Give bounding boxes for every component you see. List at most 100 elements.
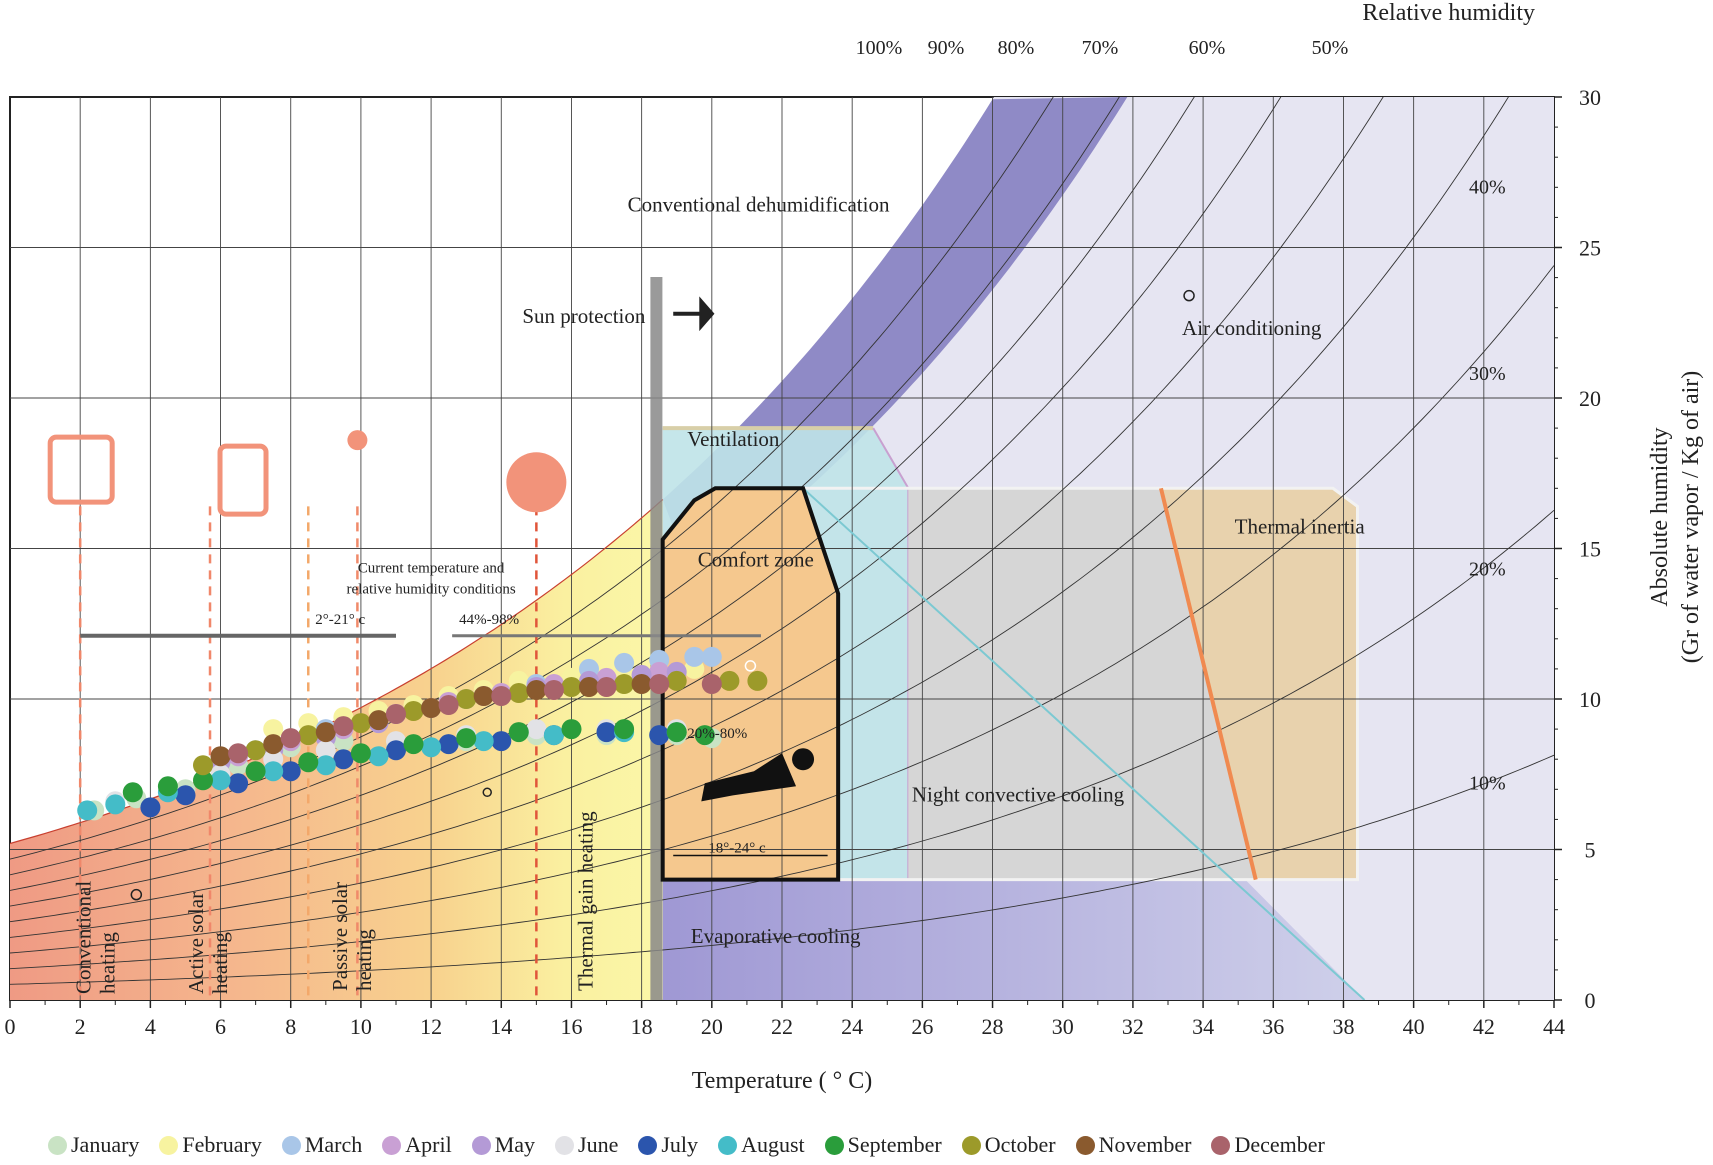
temp-range-label: 2°-21° c [315,612,365,628]
y-tick-label: 30 [1579,85,1601,110]
legend-label: August [741,1132,805,1157]
data-point-july [491,731,512,752]
data-point-march [701,646,722,667]
data-point-august [473,731,494,752]
x-tick-label: 28 [982,1014,1004,1039]
conventional-heating-label: heating [96,932,120,994]
sun-icon-shape [347,430,368,451]
y-axis-title-units: (Gr of water vapor / Kg of air) [1678,371,1704,664]
rh-right-label: 10% [1469,772,1506,794]
x-tick-label: 38 [1332,1014,1354,1039]
data-point-july [175,785,196,806]
data-point-august [421,737,442,758]
legend-swatch [718,1135,738,1155]
y-tick-label: 15 [1579,537,1601,562]
axes-layer: 0 2 4 6 8 10 12 14 16 18 20 22 24 26 28 30 32 34 36 38 40 42 4… [5,85,1705,1094]
legend-label: November [1098,1132,1192,1157]
x-tick-label: 26 [911,1014,933,1039]
legend-item-october: October [961,1132,1056,1158]
legend-swatch [961,1135,981,1155]
data-point-march [684,646,705,667]
thermal-gain-heating-label: Thermal gain heating [574,811,598,991]
legend-swatch [159,1135,179,1155]
data-point-december [280,728,301,749]
data-point-july [228,773,249,794]
thermal-inertia-label: Thermal inertia [1235,514,1366,538]
data-point-december [228,743,249,764]
legend-swatch [382,1135,402,1155]
x-tick-label: 24 [841,1014,863,1039]
conventional-heating-label: Conventional [72,881,96,994]
rh-top-label: 60% [1189,37,1226,59]
data-point-october [719,670,740,691]
x-tick-label: 42 [1473,1014,1495,1039]
passive-solar-heating-label: heating [352,929,376,991]
dehumidification-label: Conventional dehumidification [628,192,890,216]
x-tick-label: 6 [215,1014,226,1039]
rh-title: Relative humidity [1362,0,1535,26]
legend-label: January [71,1132,140,1157]
rh-curve-40 [10,97,1509,938]
marker-circle [744,660,757,672]
active-solar-heating-label: heating [208,932,232,994]
legend-item-june: June [555,1132,618,1158]
rh-top-label: 80% [998,37,1035,59]
legend-item-november: November [1075,1132,1192,1158]
legend-item-september: September [824,1132,942,1158]
data-point-october [350,713,371,734]
night-cooling-zone [908,488,1256,880]
sun-protection-label: Sun protection [522,304,646,328]
legend-label: September [847,1132,942,1157]
thermal-inertia-line [1159,487,1258,881]
data-point-november [210,746,231,767]
rh-right-label: 30% [1469,363,1506,385]
legend-item-july: July [638,1132,698,1158]
passive-solar-heating-label: Passive solar [328,882,352,991]
marker-circle [130,888,143,901]
x-tick-label: 2 [75,1014,86,1039]
data-point-december [701,674,722,694]
data-point-september [403,734,424,755]
rh-curve-50 [10,97,1384,923]
person-body-icon [701,753,797,802]
x-tick-label: 18 [631,1014,653,1039]
x-tick-label: 12 [420,1014,442,1039]
data-point-december [333,716,354,737]
x-tick-label: 34 [1192,1014,1214,1039]
data-point-october [245,740,266,761]
rh-top-label: 70% [1082,37,1119,59]
legend-item-august: August [718,1132,805,1158]
marker-circle [482,787,492,798]
data-point-july [386,740,406,761]
night-cooling-boundary [802,487,1366,1000]
x-tick-label: 0 [5,1014,16,1039]
data-point-november [579,677,599,697]
data-point-august [315,755,336,776]
thermal-inertia-zone [1160,488,1358,880]
data-point-november [421,698,442,718]
legend-swatch [1211,1135,1231,1155]
marker-circle [1183,289,1195,302]
x-tick-label: 10 [350,1014,372,1039]
legend-swatch [555,1135,575,1155]
legend-label: December [1234,1132,1325,1157]
legend-item-april: April [382,1132,452,1158]
thermometer-people-icon [506,452,567,513]
rh-curves [10,97,1554,985]
scatter-points [77,646,768,821]
data-point-november [315,722,336,743]
y-tick-label: 20 [1579,386,1601,411]
radiator-icon-shape [47,434,115,505]
data-point-july [438,734,459,755]
person-head-icon [792,748,815,771]
reclining-person-icon [701,748,815,802]
data-point-november [263,734,284,755]
x-tick-label: 14 [490,1014,512,1039]
rh-curve-60 [10,97,1282,907]
data-point-november [526,680,547,700]
data-point-october [456,689,477,709]
x-tick-label: 4 [145,1014,156,1039]
data-point-october [666,670,687,691]
air-conditioning-label: Air conditioning [1182,316,1322,340]
data-point-august [263,761,284,782]
